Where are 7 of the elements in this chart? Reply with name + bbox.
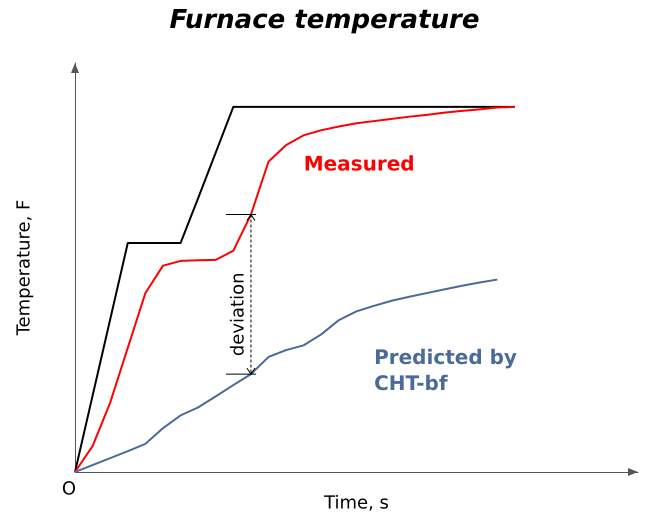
- text: O: [62, 478, 76, 500]
- y-axis-title: Temperature, F: [14, 200, 34, 336]
- chart-title: Furnace temperature: [170, 5, 480, 35]
- series-label: Measured: [304, 152, 415, 176]
- x-axis-title: Time, s: [323, 492, 389, 514]
- series-label: Predicted by CHT-bf: [374, 345, 517, 396]
- annotation: deviation: [227, 272, 248, 356]
